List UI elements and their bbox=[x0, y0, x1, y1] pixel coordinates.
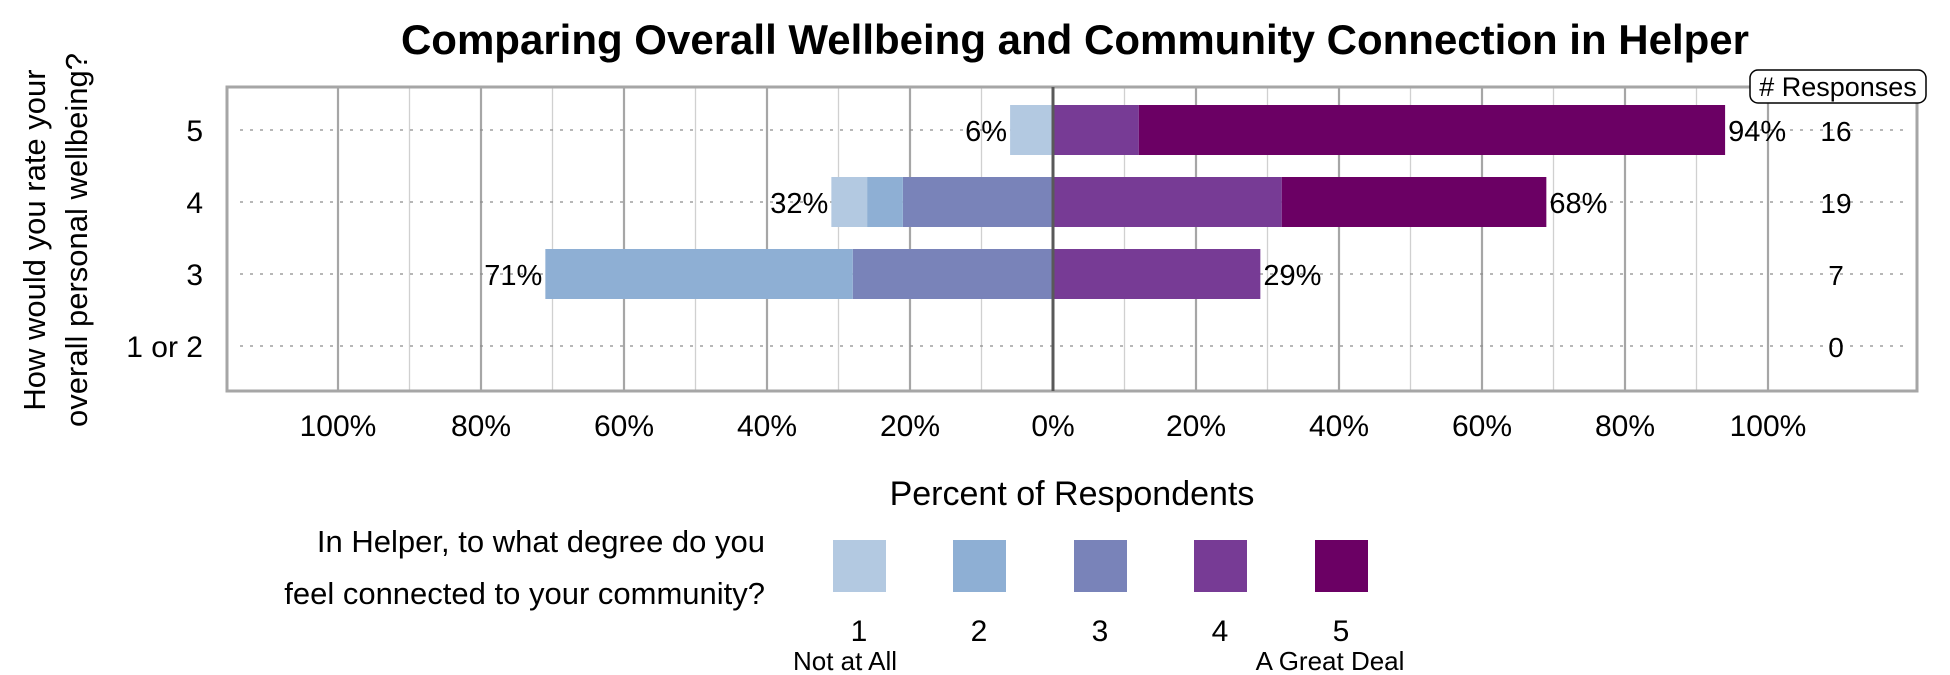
bar-3-level-4 bbox=[1053, 249, 1261, 299]
bar-5-level-5 bbox=[1138, 105, 1726, 155]
bar-3-level-3 bbox=[852, 249, 1053, 299]
responses-header-box bbox=[1749, 69, 1927, 104]
bar-5-level-1 bbox=[1010, 105, 1053, 155]
legend: 1 2 3 4 5 bbox=[833, 540, 1368, 648]
category-label: 4 bbox=[186, 187, 203, 220]
positive-percent-label: 29% bbox=[1263, 260, 1321, 292]
legend-swatch-1 bbox=[833, 540, 886, 592]
category-label: 1 or 2 bbox=[126, 331, 203, 364]
x-tick-label: 20% bbox=[1166, 410, 1226, 443]
x-tick-label: 100% bbox=[300, 410, 377, 443]
x-axis-title: Percent of Respondents bbox=[890, 475, 1255, 513]
legend-label-1: 1 bbox=[851, 615, 868, 648]
response-count: 16 bbox=[1820, 116, 1851, 147]
x-tick-label: 80% bbox=[1595, 410, 1655, 443]
x-tick-label: 60% bbox=[594, 410, 654, 443]
responses-header: # Responses bbox=[1759, 72, 1917, 102]
x-tick-label: 80% bbox=[451, 410, 511, 443]
legend-title-line-2: feel connected to your community? bbox=[284, 576, 765, 611]
negative-percent-label: 71% bbox=[484, 260, 542, 292]
bar-3-level-2 bbox=[545, 249, 853, 299]
category-label: 5 bbox=[186, 115, 203, 148]
bar-5-level-4 bbox=[1053, 105, 1139, 155]
bar-4-level-3 bbox=[902, 177, 1053, 227]
response-count: 7 bbox=[1828, 260, 1844, 291]
x-tick-label: 20% bbox=[880, 410, 940, 443]
legend-swatch-2 bbox=[953, 540, 1006, 592]
positive-percent-label: 68% bbox=[1549, 188, 1607, 220]
negative-percent-label: 6% bbox=[965, 116, 1007, 148]
data-labels: 5 6% 94% 16 4 32% 68% 19 3 71% 29% 7 1 or 2 0 bbox=[126, 115, 1851, 364]
x-tick-label: 100% bbox=[1730, 410, 1807, 443]
legend-label-4: 4 bbox=[1212, 615, 1229, 648]
bar-4-level-1 bbox=[831, 177, 868, 227]
plot-area-border bbox=[225, 85, 1919, 393]
legend-title-line-1: In Helper, to what degree do you bbox=[317, 524, 765, 559]
chart-title: Comparing Overall Wellbeing and Communit… bbox=[401, 16, 1749, 63]
legend-label-2: 2 bbox=[971, 615, 988, 648]
negative-percent-label: 32% bbox=[770, 188, 828, 220]
y-axis-label-line-1: How would you rate your bbox=[17, 69, 52, 410]
x-tick-label: 60% bbox=[1452, 410, 1512, 443]
legend-anchor-low: Not at All bbox=[793, 646, 897, 675]
bars bbox=[545, 105, 1726, 299]
legend-swatch-4 bbox=[1194, 540, 1247, 592]
x-tick-label: 40% bbox=[737, 410, 797, 443]
response-count: 19 bbox=[1820, 188, 1851, 219]
bar-4-level-5 bbox=[1281, 177, 1547, 227]
positive-percent-label: 94% bbox=[1728, 116, 1786, 148]
category-label: 3 bbox=[186, 259, 203, 292]
x-tick-label: 40% bbox=[1309, 410, 1369, 443]
x-axis-ticks: 100% 80% 60% 40% 20% 0% 20% 40% 60% 80% 100% bbox=[300, 410, 1807, 443]
legend-swatch-3 bbox=[1074, 540, 1127, 592]
legend-label-5: 5 bbox=[1333, 615, 1350, 648]
x-tick-label: 0% bbox=[1031, 410, 1074, 443]
legend-swatch-5 bbox=[1315, 540, 1368, 592]
legend-label-3: 3 bbox=[1092, 615, 1109, 648]
y-axis-label-line-2: overall personal wellbeing? bbox=[59, 53, 94, 427]
legend-anchor-high: A Great Deal bbox=[1256, 646, 1405, 675]
bar-4-level-2 bbox=[867, 177, 903, 227]
response-count: 0 bbox=[1828, 332, 1844, 363]
bar-4-level-4 bbox=[1053, 177, 1282, 227]
